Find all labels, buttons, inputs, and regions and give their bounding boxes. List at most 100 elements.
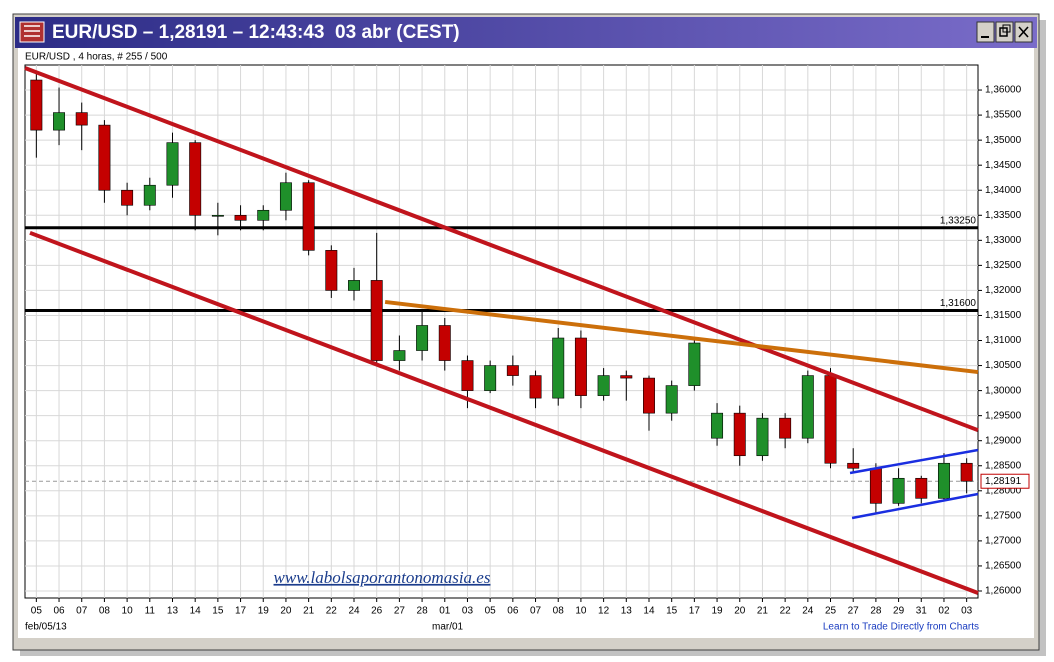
y-tick-label: 1,32000 bbox=[985, 285, 1022, 296]
candle-body bbox=[143, 184, 156, 206]
y-tick-label: 1,27000 bbox=[985, 536, 1022, 547]
candle-body bbox=[166, 142, 179, 186]
candle-body bbox=[279, 182, 292, 211]
x-tick-label: 14 bbox=[190, 606, 202, 617]
x-tick-label: 20 bbox=[280, 606, 292, 617]
candle-body bbox=[643, 377, 655, 414]
candle-body bbox=[211, 214, 224, 217]
y-tick-label: 1,33000 bbox=[985, 235, 1022, 246]
candle-body bbox=[756, 417, 769, 457]
candle-body bbox=[416, 325, 429, 351]
x-tick-label: 06 bbox=[53, 606, 65, 617]
x-tick-label: 14 bbox=[643, 606, 655, 617]
x-tick-label: 28 bbox=[417, 606, 429, 617]
candle-body bbox=[937, 462, 950, 499]
x-tick-label: 03 bbox=[961, 606, 973, 617]
candle-body bbox=[121, 189, 134, 206]
chart-subtitle: EUR/USD , 4 horas, # 255 / 500 bbox=[25, 52, 168, 63]
last-price-label: 1,28191 bbox=[985, 476, 1022, 487]
x-tick-label: 17 bbox=[689, 606, 701, 617]
restore-button[interactable] bbox=[995, 21, 1014, 43]
trendline bbox=[29, 230, 979, 595]
x-tick-label: 20 bbox=[734, 606, 746, 617]
title-bar bbox=[15, 17, 1037, 48]
x-tick-label: 27 bbox=[394, 606, 406, 617]
x-tick-label: 08 bbox=[553, 606, 565, 617]
candle-body bbox=[393, 350, 406, 361]
x-tick-label: 12 bbox=[598, 606, 610, 617]
x-tick-label: 10 bbox=[122, 606, 134, 617]
trendline bbox=[24, 66, 979, 433]
candle-body bbox=[257, 209, 270, 221]
candle-body bbox=[733, 412, 746, 457]
x-tick-label: 15 bbox=[666, 606, 678, 617]
x-tick-label: 07 bbox=[530, 606, 542, 617]
x-tick-label: 31 bbox=[916, 606, 928, 617]
x-tick-label: 19 bbox=[711, 606, 723, 617]
y-tick-label: 1,30000 bbox=[985, 385, 1022, 396]
close-button[interactable] bbox=[1014, 21, 1033, 43]
candle-body bbox=[779, 417, 792, 439]
candle-body bbox=[665, 385, 678, 414]
y-tick-label: 1,30500 bbox=[985, 360, 1022, 371]
level-label: 1,33250 bbox=[940, 215, 977, 226]
date-label: feb/05/13 bbox=[25, 622, 67, 633]
x-tick-label: 06 bbox=[507, 606, 519, 617]
footer-link[interactable]: Learn to Trade Directly from Charts bbox=[823, 622, 979, 633]
x-tick-label: 28 bbox=[870, 606, 882, 617]
x-tick-label: 01 bbox=[439, 606, 451, 617]
y-tick-label: 1,31500 bbox=[985, 310, 1022, 321]
x-tick-label: 11 bbox=[145, 606, 156, 617]
y-tick-label: 1,28500 bbox=[985, 460, 1022, 471]
x-tick-label: 26 bbox=[371, 606, 383, 617]
chart-panel bbox=[18, 48, 1034, 638]
window-title: EUR/USD – 1,28191 – 12:43:43 03 abr (CES… bbox=[52, 22, 460, 43]
candle-body bbox=[847, 462, 860, 469]
x-tick-label: 25 bbox=[825, 606, 837, 617]
minimize-button[interactable] bbox=[976, 21, 995, 43]
x-tick-label: 08 bbox=[99, 606, 111, 617]
x-tick-label: 21 bbox=[303, 606, 315, 617]
y-tick-label: 1,34000 bbox=[985, 185, 1022, 196]
candle-body bbox=[574, 337, 587, 396]
trendline bbox=[384, 299, 979, 375]
candle-body bbox=[438, 325, 451, 361]
x-tick-label: 13 bbox=[621, 606, 633, 617]
y-tick-label: 1,31000 bbox=[985, 335, 1022, 346]
candle-body bbox=[234, 214, 247, 221]
candle-body bbox=[98, 124, 111, 191]
candle-body bbox=[915, 477, 928, 499]
y-tick-label: 1,32500 bbox=[985, 260, 1022, 271]
candle-body bbox=[461, 360, 474, 391]
x-tick-label: 21 bbox=[757, 606, 769, 617]
candle-body bbox=[189, 142, 202, 216]
x-tick-label: 22 bbox=[780, 606, 792, 617]
candle-body bbox=[892, 477, 905, 504]
candle-body bbox=[552, 337, 565, 399]
candle-body bbox=[597, 375, 610, 396]
candle-body bbox=[960, 462, 973, 482]
x-tick-label: 02 bbox=[938, 606, 950, 617]
candle-body bbox=[688, 342, 701, 386]
candle-body bbox=[711, 412, 724, 439]
trendline bbox=[849, 448, 979, 475]
date-label: mar/01 bbox=[432, 622, 464, 633]
y-tick-label: 1,29500 bbox=[985, 410, 1022, 421]
y-tick-label: 1,33500 bbox=[985, 210, 1022, 221]
y-tick-label: 1,29000 bbox=[985, 435, 1022, 446]
trendline bbox=[851, 492, 979, 520]
x-tick-label: 13 bbox=[167, 606, 179, 617]
app-icon bbox=[19, 21, 45, 43]
y-tick-label: 1,26500 bbox=[985, 561, 1022, 572]
candle-body bbox=[801, 375, 814, 439]
candle-body bbox=[506, 365, 519, 376]
x-tick-label: 27 bbox=[848, 606, 860, 617]
candle-body bbox=[325, 250, 338, 291]
candle-body bbox=[869, 467, 882, 504]
y-tick-label: 1,26000 bbox=[985, 586, 1022, 597]
x-tick-label: 24 bbox=[348, 606, 360, 617]
x-tick-label: 17 bbox=[235, 606, 247, 617]
y-tick-label: 1,35500 bbox=[985, 110, 1022, 121]
